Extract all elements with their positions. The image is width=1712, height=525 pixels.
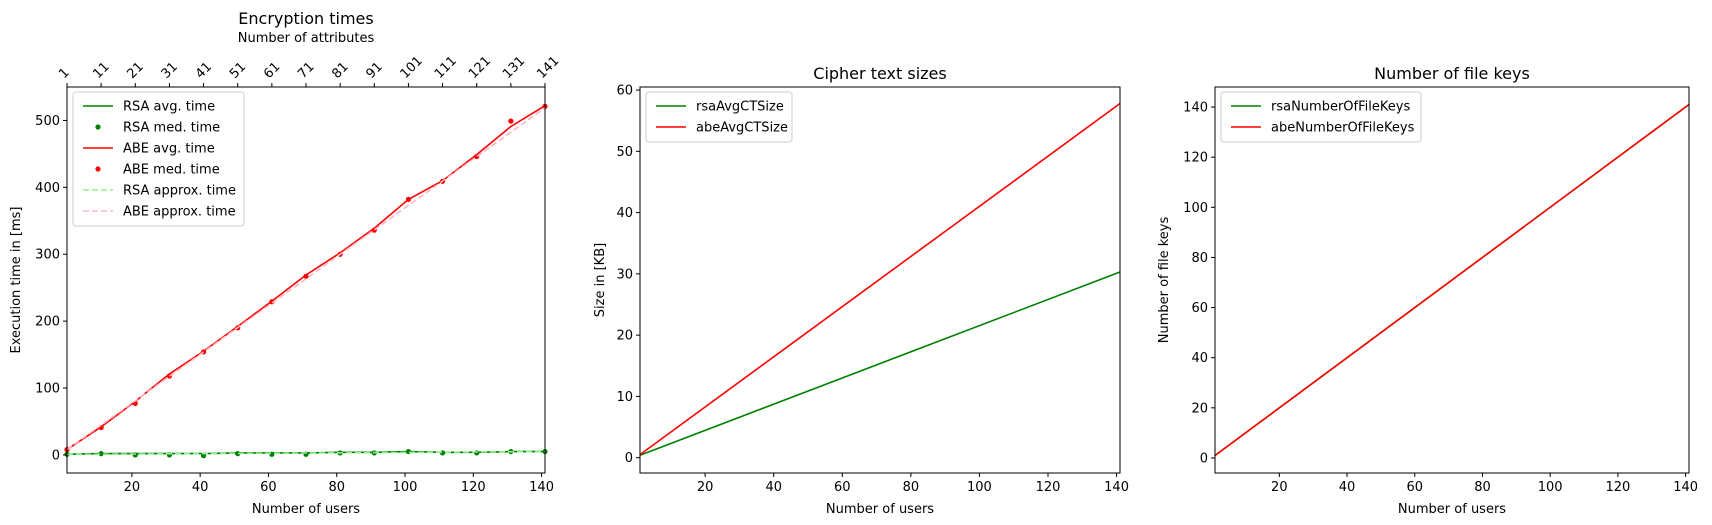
y-tick-label: 0 <box>1200 451 1208 466</box>
y-tick-label: 500 <box>35 114 60 129</box>
series-line-2 <box>1214 103 1690 457</box>
data-point-2-6 <box>235 450 241 457</box>
x-tick-label: 80 <box>903 480 920 495</box>
top-tick-label: 131 <box>500 54 528 82</box>
top-tick-label: 101 <box>398 54 426 82</box>
top-tick-label: 141 <box>534 54 562 82</box>
y-axis-label: Execution time in [ms] <box>9 207 24 354</box>
legend-label: rsaNumberOfFileKeys <box>1271 100 1410 115</box>
x-tick-label: 120 <box>1605 480 1630 495</box>
top-tick-label: 31 <box>159 60 181 82</box>
y-tick-label: 20 <box>616 329 633 344</box>
legend-marker <box>95 166 101 172</box>
data-point-4-11 <box>405 196 412 202</box>
legend-box <box>645 91 793 143</box>
x-tick-label: 60 <box>260 480 277 495</box>
chart-title: Encryption times <box>238 9 373 28</box>
data-point-2-3 <box>132 452 138 458</box>
y-tick-label: 0 <box>625 451 633 466</box>
x-tick-label: 120 <box>1036 480 1061 495</box>
data-point-4-8 <box>303 273 309 279</box>
data-point-2-13 <box>474 450 480 456</box>
x-tick-label: 140 <box>1104 480 1129 495</box>
chart-title: Number of file keys <box>1374 64 1530 83</box>
y-tick-label: 40 <box>1191 351 1208 366</box>
x-tick-label: 80 <box>328 480 345 495</box>
x-tick-label: 120 <box>461 480 486 495</box>
x-tick-label: 100 <box>1538 480 1563 495</box>
y-tick-label: 400 <box>35 181 60 196</box>
plot-frame <box>639 86 1121 474</box>
top-tick-label: 61 <box>261 60 283 82</box>
x-axis-label: Number of users <box>1398 502 1506 517</box>
legend-label: abeAvgCTSize <box>696 121 788 136</box>
x-tick-label: 20 <box>124 480 141 495</box>
legend-label: rsaAvgCTSize <box>696 100 784 115</box>
series-line-2 <box>639 102 1121 456</box>
top-tick-label: 91 <box>364 60 386 82</box>
chart-panel-3: 20 40 60 80 100 120 140 0 20 40 60 80 100 120 140 Numbe… <box>1157 64 1698 517</box>
x-tick-label: 100 <box>393 480 418 495</box>
x-tick-label: 100 <box>967 480 992 495</box>
top-tick-label: 71 <box>295 60 317 82</box>
legend-label: RSA med. time <box>123 121 220 136</box>
x-tick-label: 40 <box>192 480 209 495</box>
y-tick-label: 100 <box>1183 201 1208 216</box>
top-tick-label: 111 <box>432 54 460 82</box>
top-tick-label: 121 <box>466 54 494 82</box>
y-tick-label: 140 <box>1183 101 1208 116</box>
legend-box <box>1220 91 1422 143</box>
legend-label: RSA avg. time <box>123 100 215 115</box>
x-tick-label: 20 <box>697 480 714 495</box>
top-axis-label: Number of attributes <box>238 31 375 46</box>
plot-frame <box>1214 86 1690 474</box>
x-axis-label: Number of users <box>826 502 934 517</box>
x-tick-label: 60 <box>1406 480 1423 495</box>
series-line-6 <box>66 107 546 451</box>
y-tick-label: 120 <box>1183 151 1208 166</box>
legend-label: ABE avg. time <box>123 142 215 157</box>
legend-box <box>72 91 245 227</box>
x-tick-label: 40 <box>1339 480 1356 495</box>
x-tick-label: 20 <box>1271 480 1288 495</box>
top-tick-label: 51 <box>227 60 249 82</box>
legend-label: ABE approx. time <box>123 205 236 220</box>
data-point-4-14 <box>508 118 514 124</box>
x-axis-label: Number of users <box>252 502 360 517</box>
y-tick-label: 60 <box>616 84 633 99</box>
legend-label: ABE med. time <box>123 163 220 178</box>
x-tick-label: 140 <box>1673 480 1698 495</box>
legend-label: abeNumberOfFileKeys <box>1271 121 1415 136</box>
y-tick-label: 300 <box>35 248 60 263</box>
y-axis-label: Number of file keys <box>1157 217 1172 344</box>
x-tick-label: 80 <box>1474 480 1491 495</box>
y-tick-label: 20 <box>1191 401 1208 416</box>
y-tick-label: 0 <box>52 448 60 463</box>
top-tick-label: 21 <box>125 60 147 82</box>
top-tick-label: 81 <box>329 60 351 82</box>
y-tick-label: 50 <box>616 145 633 160</box>
top-tick-label: 41 <box>193 60 215 82</box>
y-tick-label: 10 <box>616 390 633 405</box>
y-tick-label: 40 <box>616 206 633 221</box>
y-axis-label: Size in [KB] <box>593 243 608 317</box>
top-tick-label: 11 <box>90 60 112 82</box>
y-tick-label: 200 <box>35 315 60 330</box>
y-tick-label: 30 <box>616 267 633 282</box>
x-tick-label: 60 <box>834 480 851 495</box>
series-line-1 <box>639 271 1121 456</box>
y-tick-label: 80 <box>1191 251 1208 266</box>
chart-panel-2: 20 40 60 80 100 120 140 0 10 20 30 40 50 60 Cipher tex… <box>593 64 1129 517</box>
x-tick-label: 40 <box>765 480 782 495</box>
series-line-5 <box>66 450 546 456</box>
chart-title: Cipher text sizes <box>813 64 946 83</box>
x-tick-label: 140 <box>529 480 554 495</box>
legend-marker <box>95 124 101 130</box>
top-tick-label: 1 <box>56 65 72 81</box>
y-tick-label: 60 <box>1191 301 1208 316</box>
legend-label: RSA approx. time <box>123 184 236 199</box>
y-tick-label: 100 <box>35 382 60 397</box>
